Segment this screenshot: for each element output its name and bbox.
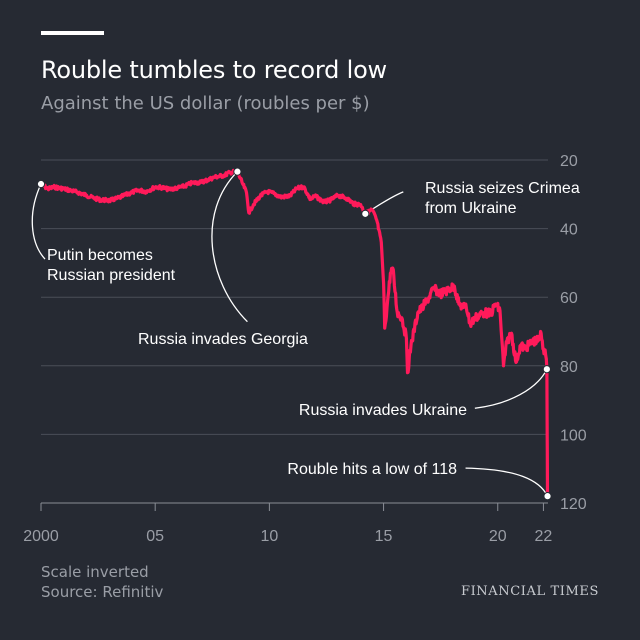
axis-layer: 20 40 60 80 100 120 2000 05 10 15 20 22: [23, 153, 587, 545]
x-tick-label: 05: [146, 528, 164, 545]
annotation-label: Rouble hits a low of 118: [287, 461, 457, 478]
ft-logo: FINANCIAL TIMES: [460, 584, 599, 599]
annotation-label: Putin becomes: [47, 247, 153, 264]
annotation-label: Russian president: [47, 267, 176, 284]
x-tick-label: 10: [260, 528, 278, 545]
dot-layer: [36, 167, 552, 501]
grid-layer: [41, 159, 548, 504]
annotation-dot: [233, 167, 242, 176]
annotation-dot: [543, 492, 552, 501]
y-tick-label: 120: [560, 496, 587, 513]
annotation-connector: [474, 368, 548, 409]
y-tick-label: 80: [560, 359, 578, 376]
annotation-label: Russia seizes Crimea: [425, 180, 580, 197]
scale-note: Scale inverted: [41, 563, 149, 581]
x-tick-label: 20: [489, 528, 507, 545]
x-tick-label: 15: [375, 528, 393, 545]
source-note: Source: Refinitiv: [41, 583, 164, 601]
annotation-label: Russia invades Georgia: [138, 331, 308, 348]
annotation-connector: [465, 467, 549, 497]
annotation-label: from Ukraine: [425, 200, 517, 217]
label-layer: Putin becomes Russian president Russia inv…: [47, 180, 580, 478]
annotation-dot: [36, 179, 46, 189]
annotation-label: Russia invades Ukraine: [299, 402, 467, 419]
annotation-dot: [361, 209, 370, 218]
annotation-connector: [31, 183, 46, 260]
annotation-connector: [211, 171, 248, 323]
annotation-dot: [542, 365, 551, 374]
header-rule: [41, 31, 104, 35]
chart-subtitle: Against the US dollar (roubles per $): [41, 93, 370, 114]
y-tick-label: 60: [560, 290, 578, 307]
y-tick-label: 40: [560, 222, 578, 239]
line-layer: [39, 168, 550, 498]
rouble-series-line: [39, 168, 550, 498]
y-tick-label: 20: [560, 153, 578, 170]
y-tick-label: 100: [560, 427, 587, 444]
x-tick-label: 2000: [23, 528, 59, 545]
x-tick-label: 22: [535, 528, 553, 545]
chart-title: Rouble tumbles to record low: [41, 56, 387, 84]
